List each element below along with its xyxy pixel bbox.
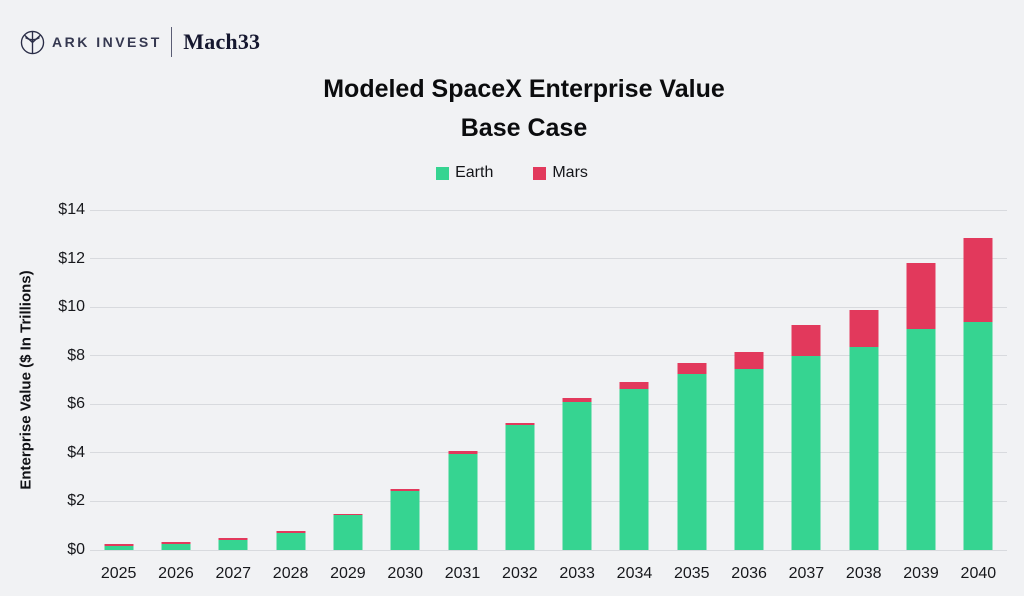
x-tick-label-2035: 2035 bbox=[673, 565, 710, 582]
bar-group-2029 bbox=[319, 210, 376, 550]
x-tick-label-2028: 2028 bbox=[272, 565, 309, 582]
y-tick-label-6: $6 bbox=[67, 395, 85, 413]
plot-area bbox=[90, 209, 1007, 551]
bar-group-2028 bbox=[262, 210, 319, 550]
brand-name-ark-invest: ARK INVEST bbox=[52, 34, 162, 50]
bar-group-2027 bbox=[205, 210, 262, 550]
bar-mars-2032 bbox=[505, 422, 535, 425]
bar-group-2026 bbox=[147, 210, 204, 550]
x-tick-label-2025: 2025 bbox=[100, 565, 137, 582]
legend: Earth Mars bbox=[0, 164, 1024, 182]
bar-mars-2029 bbox=[333, 513, 363, 516]
bar-group-2040 bbox=[950, 210, 1007, 550]
bar-mars-2028 bbox=[276, 531, 306, 533]
bar-earth-2026 bbox=[161, 543, 191, 550]
bar-mars-2040 bbox=[963, 237, 993, 322]
x-tick-label-2034: 2034 bbox=[616, 565, 653, 582]
legend-label-earth: Earth bbox=[455, 164, 494, 181]
bar-mars-2034 bbox=[619, 382, 649, 389]
gridline-14 bbox=[90, 209, 1007, 211]
x-tick-label-2026: 2026 bbox=[158, 565, 194, 582]
brand-name-mach33: Mach33 bbox=[183, 29, 261, 54]
bar-earth-2031 bbox=[448, 453, 478, 550]
brand-header: ARK INVEST Mach33 bbox=[20, 27, 260, 57]
y-tick-label-12: $12 bbox=[58, 249, 85, 267]
brand-divider bbox=[170, 27, 173, 57]
gridline-10 bbox=[90, 306, 1007, 308]
gridline-2 bbox=[90, 500, 1007, 502]
bar-earth-2037 bbox=[791, 355, 821, 550]
x-tick-label-2027: 2027 bbox=[215, 565, 252, 582]
bar-group-2038 bbox=[835, 210, 892, 550]
bar-mars-2035 bbox=[677, 363, 707, 374]
legend-swatch-mars bbox=[533, 166, 547, 180]
bar-mars-2036 bbox=[734, 352, 764, 370]
legend-item-mars: Mars bbox=[533, 164, 588, 182]
bar-earth-2039 bbox=[906, 329, 936, 550]
bar-mars-2030 bbox=[390, 488, 420, 491]
bar-earth-2038 bbox=[849, 347, 879, 550]
bar-group-2036 bbox=[720, 210, 777, 550]
bar-earth-2030 bbox=[390, 490, 420, 550]
bar-mars-2039 bbox=[906, 263, 936, 329]
bar-mars-2025 bbox=[104, 544, 134, 546]
bar-group-2030 bbox=[377, 210, 434, 550]
bar-earth-2025 bbox=[104, 545, 134, 550]
y-tick-label-8: $8 bbox=[67, 346, 85, 364]
bar-group-2032 bbox=[491, 210, 548, 550]
gridline-0 bbox=[90, 549, 1007, 551]
bar-earth-2027 bbox=[218, 540, 248, 550]
x-tick-label-2029: 2029 bbox=[330, 565, 366, 582]
bar-earth-2028 bbox=[276, 533, 306, 550]
x-tick-label-2033: 2033 bbox=[559, 565, 595, 582]
bar-earth-2036 bbox=[734, 369, 764, 550]
bar-mars-2027 bbox=[218, 538, 248, 541]
gridline-4 bbox=[90, 452, 1007, 454]
x-tick-label-2040: 2040 bbox=[960, 565, 997, 582]
bar-mars-2026 bbox=[161, 542, 191, 544]
bar-mars-2038 bbox=[849, 309, 879, 348]
x-tick-label-2030: 2030 bbox=[387, 565, 424, 582]
bar-earth-2033 bbox=[562, 402, 592, 550]
y-tick-label-14: $14 bbox=[58, 201, 85, 218]
gridline-12 bbox=[90, 258, 1007, 260]
x-tick-label-2038: 2038 bbox=[845, 565, 882, 582]
bar-group-2034 bbox=[606, 210, 663, 550]
bar-earth-2035 bbox=[677, 373, 707, 550]
bar-group-2025 bbox=[90, 210, 147, 550]
bar-mars-2037 bbox=[791, 325, 821, 356]
legend-label-mars: Mars bbox=[552, 164, 588, 181]
bar-mars-2033 bbox=[562, 397, 592, 403]
chart-title-line2: Base Case bbox=[460, 114, 588, 142]
x-tick-label-2037: 2037 bbox=[788, 565, 825, 582]
y-tick-label-0: $0 bbox=[67, 541, 85, 558]
ark-logo-icon bbox=[20, 30, 45, 54]
x-tick-label-2031: 2031 bbox=[444, 565, 481, 582]
legend-item-earth: Earth bbox=[436, 164, 493, 182]
bar-earth-2034 bbox=[619, 388, 649, 550]
y-tick-label-4: $4 bbox=[67, 443, 85, 461]
bar-mars-2031 bbox=[448, 451, 478, 454]
gridline-6 bbox=[90, 403, 1007, 405]
bar-group-2031 bbox=[434, 210, 491, 550]
gridline-8 bbox=[90, 355, 1007, 357]
y-tick-label-2: $2 bbox=[67, 492, 85, 510]
bar-group-2033 bbox=[549, 210, 606, 550]
chart-title: Modeled SpaceX Enterprise Value Base Cas… bbox=[24, 70, 1024, 148]
bar-group-2037 bbox=[778, 210, 835, 550]
bar-earth-2040 bbox=[963, 321, 993, 550]
chart-title-line1: Modeled SpaceX Enterprise Value bbox=[323, 75, 725, 103]
bar-group-2039 bbox=[892, 210, 949, 550]
x-tick-label-2032: 2032 bbox=[502, 565, 538, 582]
x-tick-label-2036: 2036 bbox=[731, 565, 767, 582]
bar-earth-2032 bbox=[505, 424, 535, 550]
x-tick-label-2039: 2039 bbox=[903, 565, 939, 582]
legend-swatch-earth bbox=[436, 166, 450, 180]
bar-group-2035 bbox=[663, 210, 720, 550]
bar-earth-2029 bbox=[333, 515, 363, 550]
y-tick-label-10: $10 bbox=[58, 298, 85, 316]
